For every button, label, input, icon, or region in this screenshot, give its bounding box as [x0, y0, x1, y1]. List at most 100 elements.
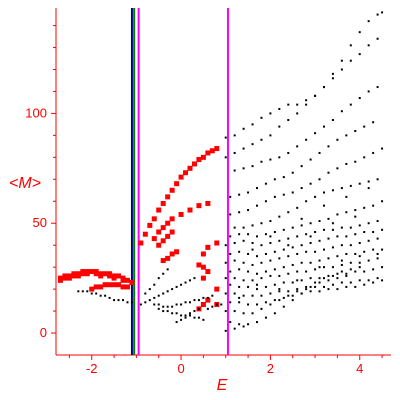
- data-point: [148, 299, 151, 302]
- data-point: [340, 226, 343, 229]
- data-point: [99, 294, 102, 297]
- data-point: [331, 222, 334, 225]
- data-point: [327, 257, 330, 260]
- data-point: [376, 178, 379, 181]
- data-point: [256, 283, 258, 286]
- data-point: [363, 283, 366, 286]
- data-point: [242, 226, 245, 229]
- data-point: [318, 259, 321, 262]
- y-tick-label: 100: [25, 105, 47, 120]
- data-point: [323, 86, 325, 89]
- data-point: [238, 301, 241, 304]
- data-point: [242, 127, 245, 130]
- data-point: [305, 200, 308, 203]
- data-point: [372, 231, 375, 234]
- data-point: [278, 299, 281, 302]
- data-point: [340, 259, 343, 262]
- highlighted-point: [187, 207, 193, 213]
- data-point: [372, 151, 375, 154]
- data-point: [376, 277, 379, 280]
- highlighted-point: [124, 277, 130, 283]
- data-point: [331, 228, 334, 231]
- highlighted-point: [165, 194, 171, 200]
- data-point: [287, 211, 290, 214]
- data-point: [247, 209, 250, 212]
- data-point: [309, 285, 312, 288]
- data-point: [309, 182, 312, 185]
- data-point: [175, 321, 178, 324]
- data-point: [256, 204, 258, 207]
- data-point: [381, 11, 384, 14]
- data-point: [296, 279, 299, 282]
- data-point: [363, 125, 366, 128]
- highlighted-point: [214, 240, 220, 246]
- data-point: [184, 281, 187, 284]
- data-point: [269, 220, 272, 223]
- vertical-marker-lines: [130, 8, 229, 355]
- data-point: [260, 160, 263, 163]
- highlighted-point: [93, 284, 99, 290]
- data-point: [305, 250, 308, 253]
- data-point: [340, 281, 343, 284]
- data-point: [256, 255, 258, 258]
- data-point: [229, 321, 232, 324]
- data-point: [358, 241, 361, 244]
- data-point: [323, 228, 325, 231]
- data-point: [269, 158, 272, 161]
- data-point: [381, 248, 384, 251]
- data-point: [305, 285, 308, 288]
- highlighted-point: [66, 275, 72, 281]
- data-point: [305, 270, 308, 273]
- data-point: [345, 274, 348, 277]
- data-point: [269, 292, 272, 295]
- data-point: [273, 178, 276, 181]
- data-point: [345, 235, 348, 238]
- data-point: [358, 279, 361, 282]
- data-point: [287, 103, 290, 106]
- data-point: [260, 277, 263, 280]
- data-point: [233, 134, 236, 137]
- data-point: [354, 285, 357, 288]
- data-point: [247, 191, 250, 194]
- data-point: [242, 325, 245, 328]
- highlighted-point: [196, 262, 202, 268]
- highlighted-point: [205, 200, 211, 206]
- highlighted-point: [124, 284, 130, 290]
- x-tick-label: 2: [267, 361, 274, 376]
- data-point: [247, 323, 250, 326]
- data-point: [345, 134, 348, 137]
- highlighted-point: [187, 165, 193, 171]
- data-point: [238, 285, 241, 288]
- data-point: [153, 296, 156, 299]
- data-point: [189, 279, 191, 282]
- data-point: [206, 296, 209, 299]
- highlighted-point: [205, 150, 211, 156]
- data-point: [242, 147, 245, 150]
- data-point: [251, 241, 254, 244]
- highlighted-point: [214, 146, 220, 152]
- highlighted-point: [200, 251, 206, 257]
- data-point: [376, 252, 379, 255]
- data-point: [202, 296, 205, 299]
- data-point: [233, 241, 236, 244]
- highlighted-point: [147, 222, 153, 228]
- highlighted-point: [120, 277, 126, 283]
- highlighted-point: [107, 282, 113, 288]
- data-point: [287, 151, 290, 154]
- data-point: [291, 246, 294, 249]
- highlighted-point: [151, 236, 157, 242]
- highlighted-point: [200, 154, 206, 160]
- data-point: [363, 156, 366, 159]
- data-point: [349, 226, 352, 229]
- data-point: [331, 77, 334, 80]
- highlighted-point: [169, 229, 175, 235]
- data-point: [318, 290, 321, 293]
- data-point: [233, 169, 236, 172]
- data-point: [273, 268, 276, 271]
- data-point: [238, 211, 241, 214]
- data-point: [354, 270, 357, 273]
- data-point: [206, 307, 209, 310]
- data-point: [340, 270, 343, 273]
- highlighted-point: [138, 240, 144, 246]
